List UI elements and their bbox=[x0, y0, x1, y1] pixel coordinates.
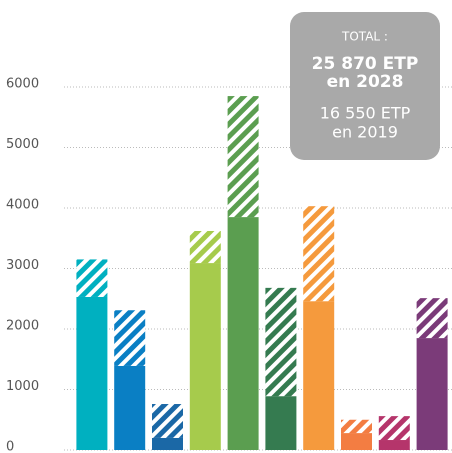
year-2019: en 2019 bbox=[332, 123, 398, 142]
bar-segment bbox=[303, 206, 335, 302]
bar-segment bbox=[341, 433, 372, 450]
bar-segment bbox=[265, 396, 297, 450]
bar-segment bbox=[341, 419, 372, 434]
bar-segment bbox=[152, 404, 183, 438]
year-2028: en 2028 bbox=[327, 72, 404, 92]
bar-segment bbox=[416, 338, 448, 450]
y-tick-label: 2000 bbox=[6, 319, 39, 334]
y-tick-label: 3000 bbox=[6, 258, 39, 273]
bar-segment bbox=[189, 230, 221, 264]
bar-segment bbox=[378, 416, 410, 441]
bar-segment bbox=[378, 440, 410, 450]
bar-segment bbox=[76, 296, 108, 450]
y-tick-label: 1000 bbox=[6, 379, 39, 394]
y-tick-label: 5000 bbox=[6, 137, 39, 152]
bar-segment bbox=[303, 301, 335, 450]
bar-segment bbox=[416, 298, 448, 339]
total-label: TOTAL : bbox=[341, 30, 388, 44]
y-tick-label: 0 bbox=[6, 440, 14, 453]
y-tick-label: 4000 bbox=[6, 198, 39, 213]
total-2019: 16 550 ETP bbox=[320, 104, 411, 123]
bar-segment bbox=[114, 365, 146, 450]
bar-segment bbox=[227, 96, 259, 218]
bar-segment bbox=[152, 437, 183, 450]
y-tick-label: 6000 bbox=[6, 77, 39, 92]
total-2028: 25 870 ETP bbox=[312, 54, 419, 74]
bar-segment bbox=[265, 287, 297, 397]
bar-segment bbox=[227, 217, 259, 450]
bar-segment bbox=[76, 259, 108, 297]
bar-segment bbox=[189, 263, 221, 450]
bar-segment bbox=[114, 310, 146, 366]
total-box bbox=[290, 12, 440, 160]
